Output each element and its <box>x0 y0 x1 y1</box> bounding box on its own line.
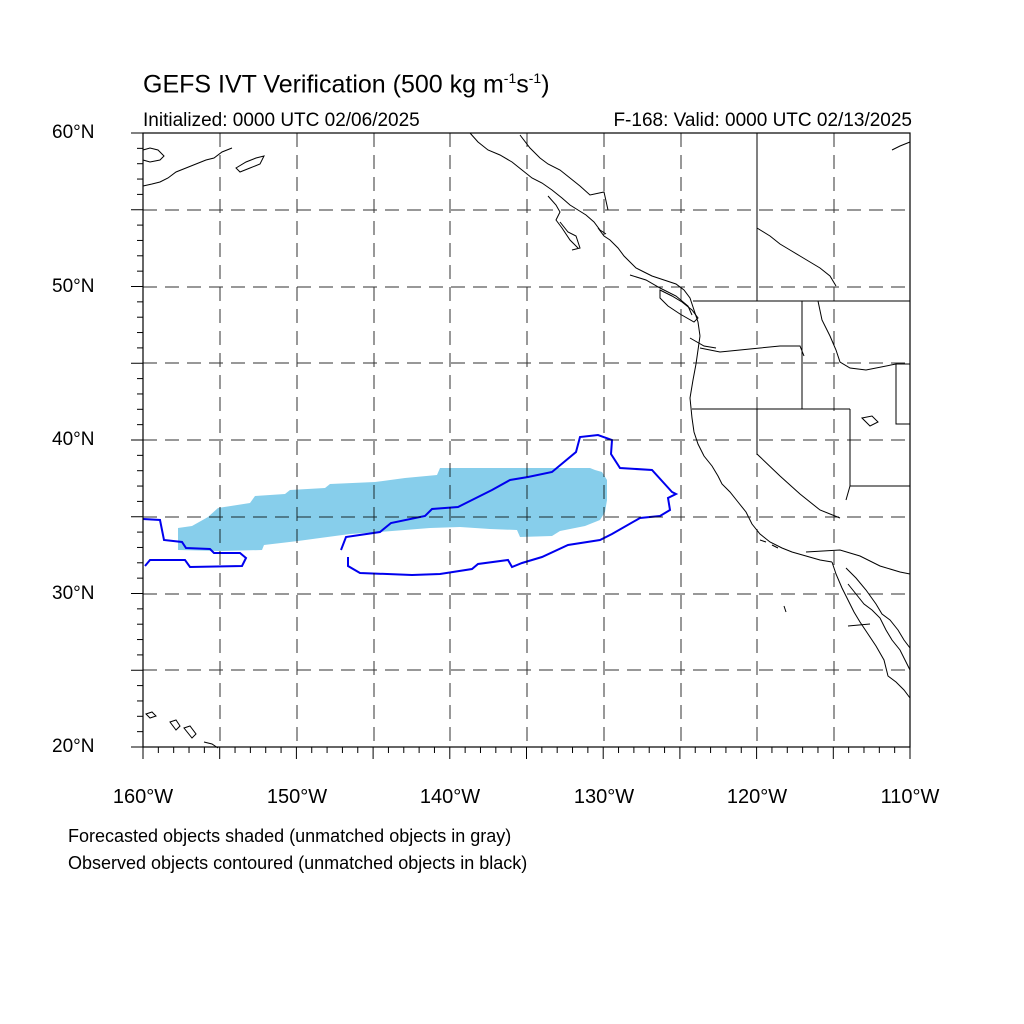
axis-ticks <box>131 132 911 759</box>
observed-note: Observed objects contoured (unmatched ob… <box>68 853 528 873</box>
lon-label-120w: 120°W <box>726 786 788 808</box>
map-title: GEFS IVT Verification (500 kg m-1s-1) <box>143 70 550 99</box>
forecast-object <box>178 468 607 551</box>
initialized-label: Initialized: 0000 UTC 02/06/2025 <box>143 110 420 131</box>
boundaries <box>692 133 911 627</box>
lat-label-60n: 60°N <box>52 122 95 143</box>
lon-label-140w: 140°W <box>419 786 481 808</box>
lon-label-150w: 150°W <box>266 786 328 808</box>
observed-contour-west <box>142 518 248 569</box>
lon-label-160w: 160°W <box>112 786 174 808</box>
valid-time-label: F-168: Valid: 0000 UTC 02/13/2025 <box>613 110 912 131</box>
observed-contour-main <box>340 433 679 577</box>
lat-label-20n: 20°N <box>52 736 95 757</box>
lon-label-130w: 130°W <box>573 786 635 808</box>
lat-label-40n: 40°N <box>52 429 95 450</box>
coastlines <box>142 132 911 749</box>
lat-label-50n: 50°N <box>52 276 95 297</box>
lat-label-30n: 30°N <box>52 583 95 604</box>
forecast-note: Forecasted objects shaded (unmatched obj… <box>68 826 512 846</box>
lon-label-110w: 110°W <box>880 786 940 808</box>
gridlines <box>143 133 910 747</box>
